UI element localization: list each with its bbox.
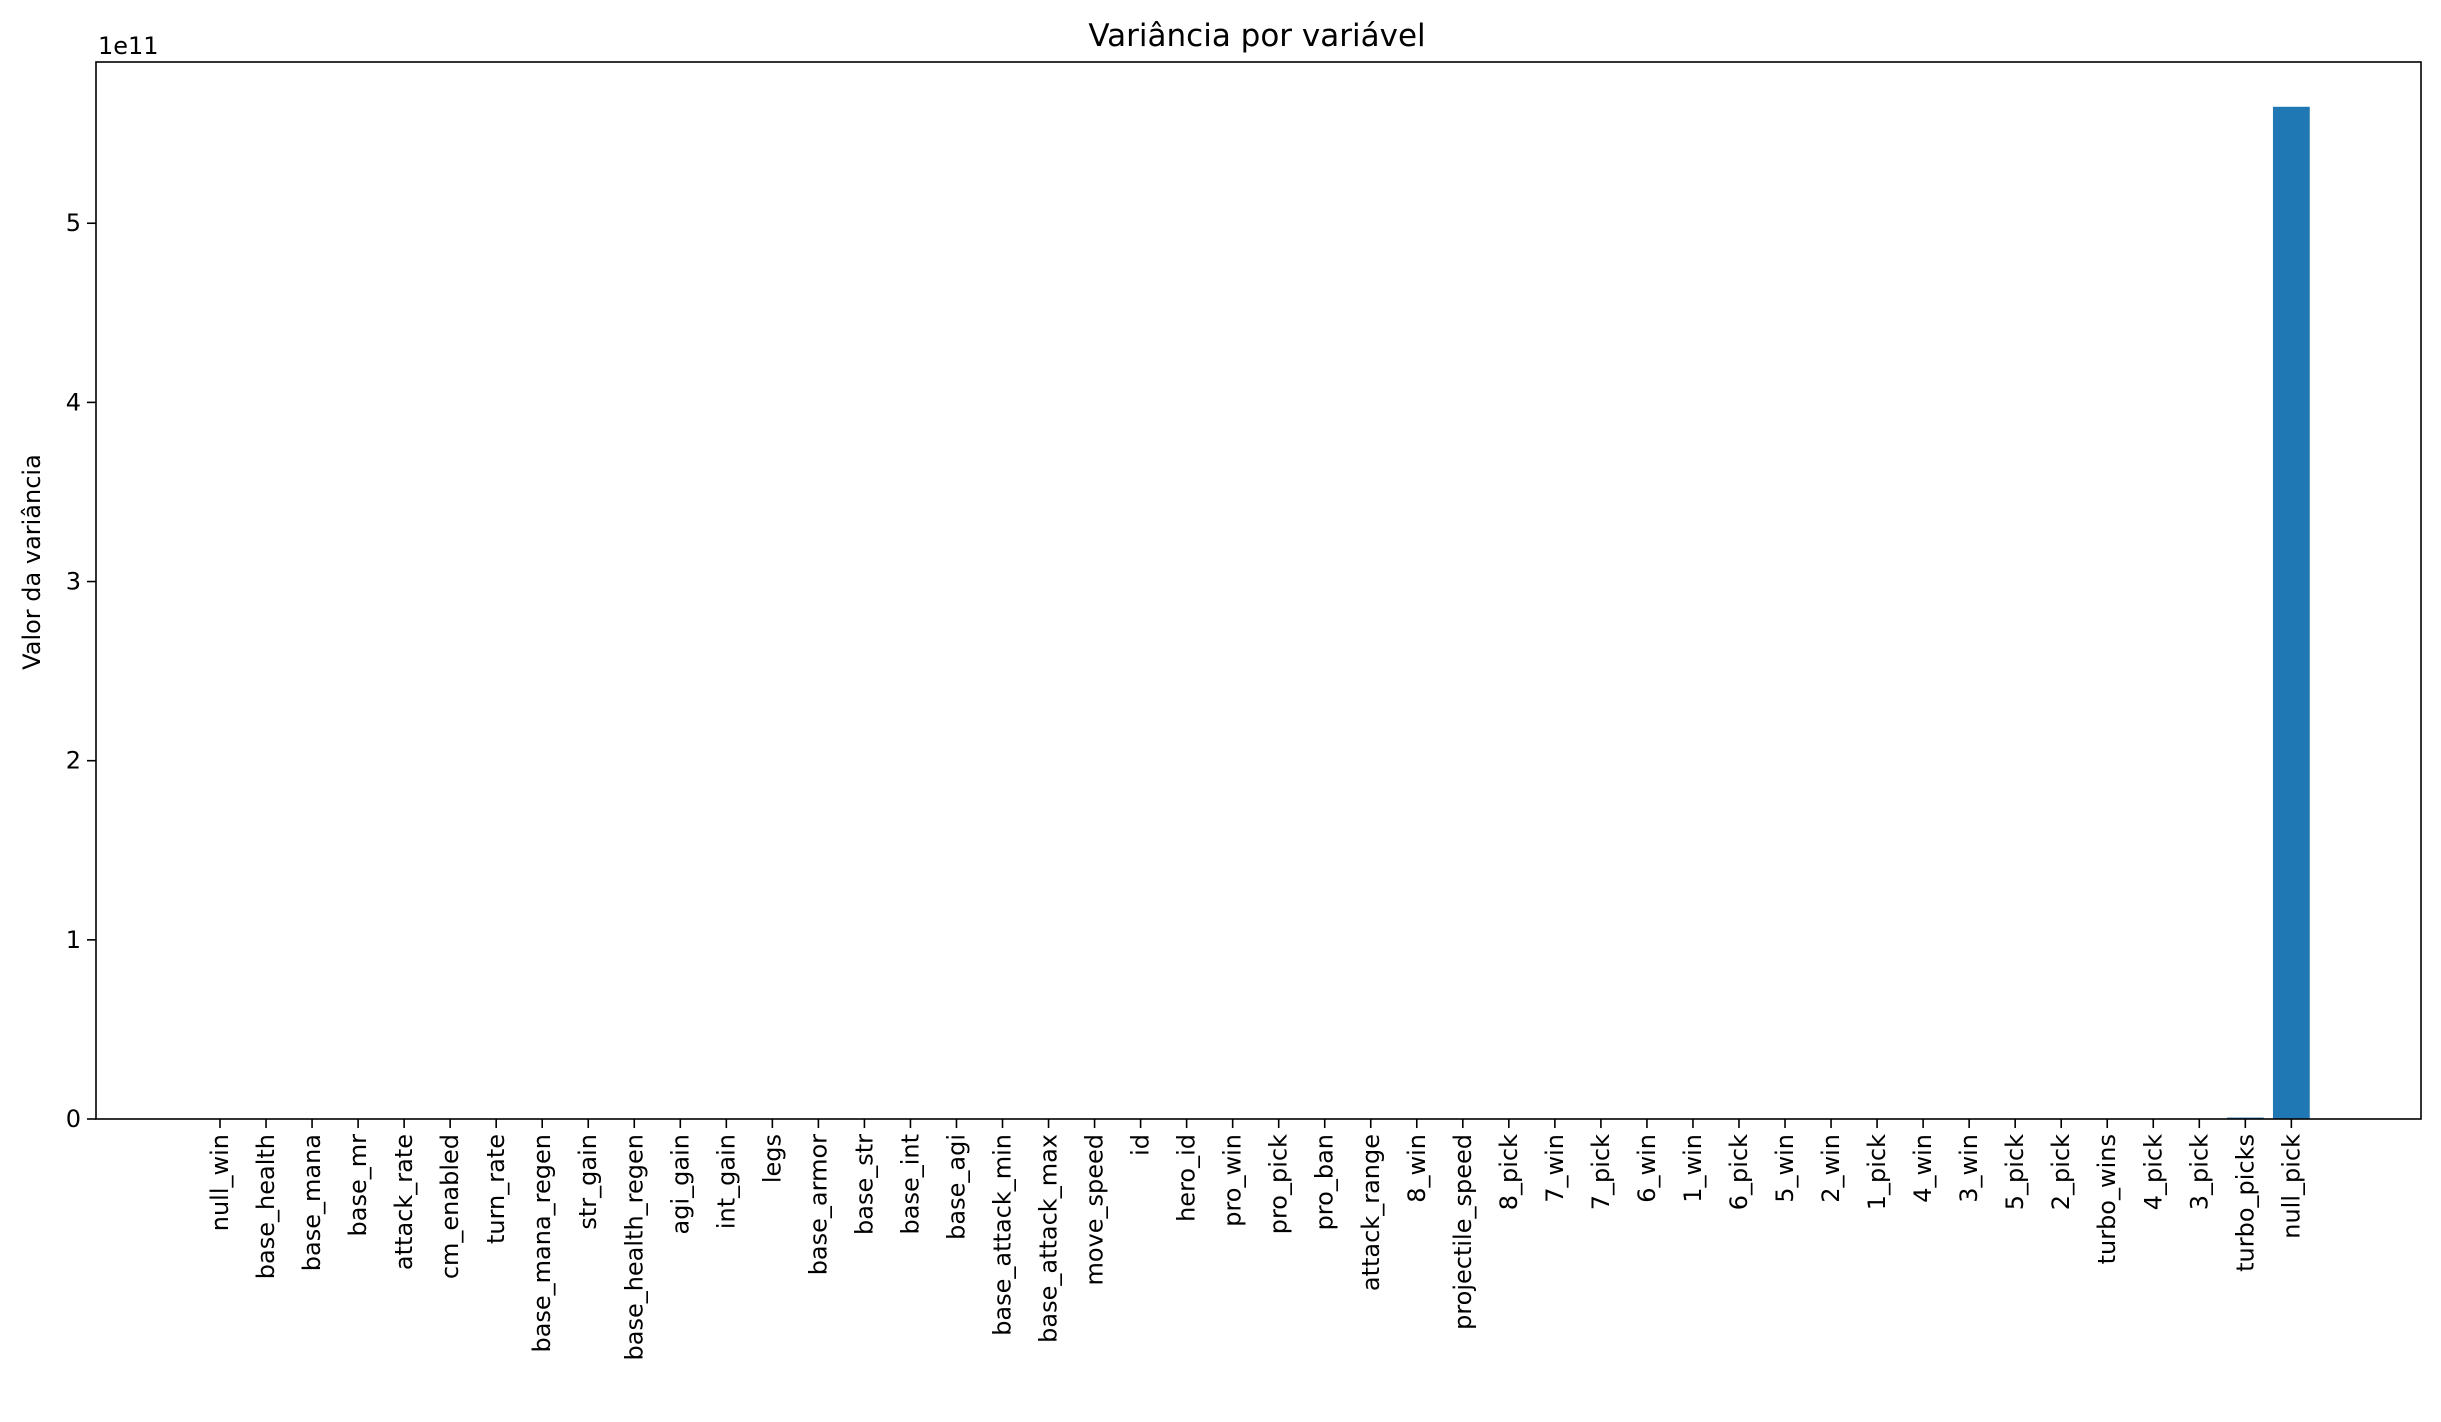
x-tick-label-8_pick: 8_pick [1495, 1134, 1523, 1210]
y-axis-offset-label: 1e11 [98, 32, 159, 60]
x-tick-label-2_win: 2_win [1817, 1134, 1845, 1203]
y-tick-label: 2 [66, 747, 81, 775]
x-tick-label-legs: legs [758, 1134, 786, 1183]
x-tick-label-base_armor: base_armor [804, 1134, 832, 1275]
x-tick-label-5_win: 5_win [1771, 1134, 1799, 1203]
x-tick-label-turn_rate: turn_rate [482, 1134, 510, 1244]
bar-null_pick [2272, 106, 2310, 1119]
x-tick-label-1_pick: 1_pick [1863, 1134, 1891, 1210]
x-tick-label-turbo_picks: turbo_picks [2231, 1134, 2259, 1272]
x-tick-label-7_pick: 7_pick [1587, 1134, 1615, 1210]
x-tick-label-3_win: 3_win [1955, 1134, 1983, 1203]
x-tick-label-base_attack_max: base_attack_max [1035, 1134, 1063, 1343]
x-tick-label-id: id [1127, 1134, 1155, 1156]
x-tick-label-6_win: 6_win [1633, 1134, 1661, 1203]
x-tick-label-base_health: base_health [252, 1134, 280, 1279]
x-tick-label-move_speed: move_speed [1081, 1134, 1109, 1286]
x-tick-label-base_health_regen: base_health_regen [620, 1134, 648, 1361]
x-tick-label-int_gain: int_gain [712, 1134, 740, 1229]
x-tick-label-base_attack_min: base_attack_min [989, 1134, 1017, 1336]
x-tick-label-8_win: 8_win [1403, 1134, 1431, 1203]
y-tick-label: 3 [66, 568, 81, 596]
x-tick-label-pro_pick: pro_pick [1265, 1134, 1293, 1234]
x-tick-label-hero_id: hero_id [1173, 1134, 1201, 1222]
x-tick-label-7_win: 7_win [1541, 1134, 1569, 1203]
bars [2226, 106, 2310, 1119]
x-tick-label-str_gain: str_gain [574, 1134, 602, 1230]
x-tick-label-5_pick: 5_pick [2001, 1134, 2029, 1210]
x-axis-ticks: null_win base_health base_mana base_mr attac… [206, 1119, 2305, 1361]
x-tick-label-base_str: base_str [850, 1134, 878, 1235]
x-tick-label-attack_rate: attack_rate [390, 1134, 418, 1270]
y-tick-label: 4 [66, 388, 81, 416]
x-tick-label-3_pick: 3_pick [2185, 1134, 2213, 1210]
x-tick-label-pro_win: pro_win [1219, 1134, 1247, 1227]
x-tick-label-base_agi: base_agi [942, 1134, 970, 1240]
x-tick-label-base_mr: base_mr [344, 1134, 372, 1237]
x-tick-label-pro_ban: pro_ban [1311, 1134, 1339, 1230]
x-tick-label-null_pick: null_pick [2277, 1134, 2305, 1239]
y-axis-ticks: 0 1 2 3 4 5 [66, 209, 96, 1133]
x-tick-label-1_win: 1_win [1679, 1134, 1707, 1203]
x-tick-label-base_int: base_int [896, 1134, 924, 1235]
x-tick-label-base_mana: base_mana [298, 1134, 326, 1271]
x-tick-label-2_pick: 2_pick [2047, 1134, 2075, 1210]
x-tick-label-cm_enabled: cm_enabled [436, 1134, 464, 1279]
y-axis-label: Valor da variância [18, 454, 46, 670]
y-tick-label: 0 [66, 1105, 81, 1133]
x-tick-label-attack_range: attack_range [1357, 1134, 1385, 1291]
y-tick-label: 5 [66, 209, 81, 237]
y-tick-label: 1 [66, 926, 81, 954]
x-tick-label-base_mana_regen: base_mana_regen [528, 1134, 556, 1353]
x-tick-label-projectile_speed: projectile_speed [1449, 1134, 1477, 1330]
chart-title: Variância por variável [1088, 18, 1425, 54]
x-tick-label-agi_gain: agi_gain [666, 1134, 694, 1234]
x-tick-label-null_win: null_win [206, 1134, 234, 1231]
x-tick-label-6_pick: 6_pick [1725, 1134, 1753, 1210]
x-tick-label-4_pick: 4_pick [2139, 1134, 2167, 1210]
x-tick-label-turbo_wins: turbo_wins [2093, 1134, 2121, 1264]
plot-frame [95, 61, 2422, 1120]
x-tick-label-4_win: 4_win [1909, 1134, 1937, 1203]
